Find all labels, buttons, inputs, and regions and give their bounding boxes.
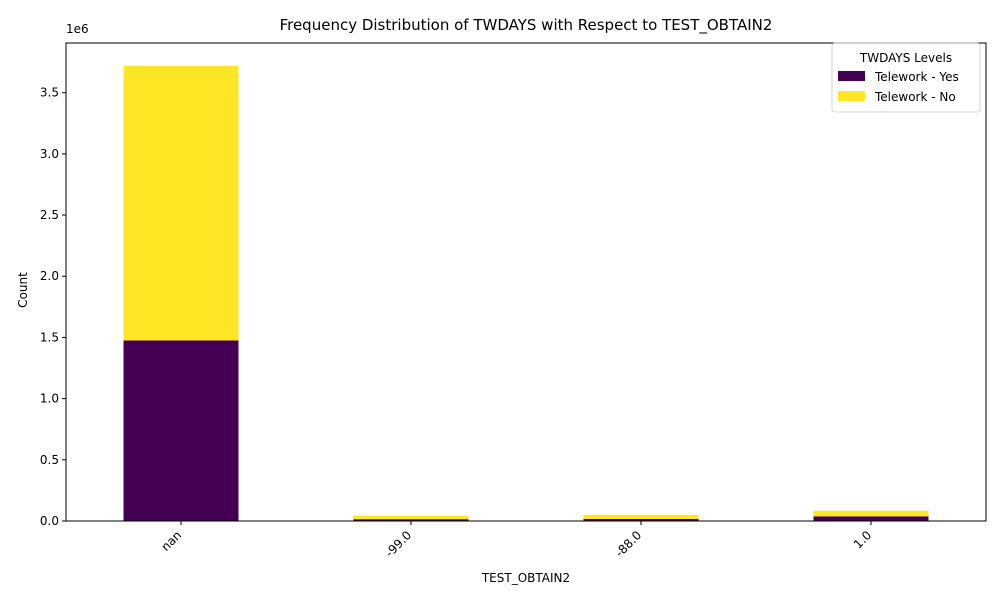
y-tick-label: 1.5 bbox=[40, 330, 59, 344]
y-tick-label: 1.0 bbox=[40, 392, 59, 406]
x-axis: nan -99.0 -88.0 1.0 bbox=[158, 521, 874, 560]
x-axis-label: TEST_OBTAIN2 bbox=[481, 571, 570, 585]
bar-telework-yes-1 bbox=[353, 519, 469, 521]
legend-swatch-telework-yes bbox=[838, 71, 865, 81]
legend-title: TWDAYS Levels bbox=[859, 51, 952, 65]
chart-title: Frequency Distribution of TWDAYS with Re… bbox=[280, 16, 773, 35]
legend-swatch-telework-no bbox=[838, 91, 865, 101]
y-tick-label: 0.5 bbox=[40, 453, 59, 467]
bars bbox=[123, 65, 929, 521]
legend-label-telework-yes: Telework - Yes bbox=[874, 70, 959, 84]
x-tick-label: -88.0 bbox=[612, 528, 644, 560]
bar-telework-no-3 bbox=[813, 510, 929, 517]
bar-telework-yes-3 bbox=[813, 516, 929, 521]
y-axis: 0.0 0.5 1.0 1.5 2.0 2.5 3.0 3.5 bbox=[40, 86, 66, 528]
bar-telework-yes-0 bbox=[123, 340, 239, 521]
bar-telework-no-0 bbox=[123, 65, 239, 341]
y-offset-label: 1e6 bbox=[66, 22, 89, 36]
y-tick-label: 3.0 bbox=[40, 147, 59, 161]
x-tick-label: nan bbox=[158, 528, 184, 554]
bar-telework-no-1 bbox=[353, 515, 469, 520]
y-tick-label: 3.5 bbox=[40, 86, 59, 100]
legend-box bbox=[831, 42, 981, 113]
legend-label-telework-no: Telework - No bbox=[874, 90, 956, 104]
y-tick-label: 0.0 bbox=[40, 514, 59, 528]
legend-entries: Telework - Yes Telework - No bbox=[838, 70, 959, 104]
y-tick-label: 2.0 bbox=[40, 269, 59, 283]
bar-telework-no-2 bbox=[583, 514, 699, 519]
x-tick-label: 1.0 bbox=[851, 528, 874, 551]
legend: TWDAYS Levels Telework - Yes Telework - N… bbox=[831, 42, 981, 113]
y-axis-label: Count bbox=[16, 272, 30, 308]
y-tick-label: 2.5 bbox=[40, 208, 59, 222]
bar-telework-yes-2 bbox=[583, 518, 699, 521]
x-tick-label: -99.0 bbox=[382, 528, 414, 560]
plot-frame bbox=[65, 42, 987, 522]
